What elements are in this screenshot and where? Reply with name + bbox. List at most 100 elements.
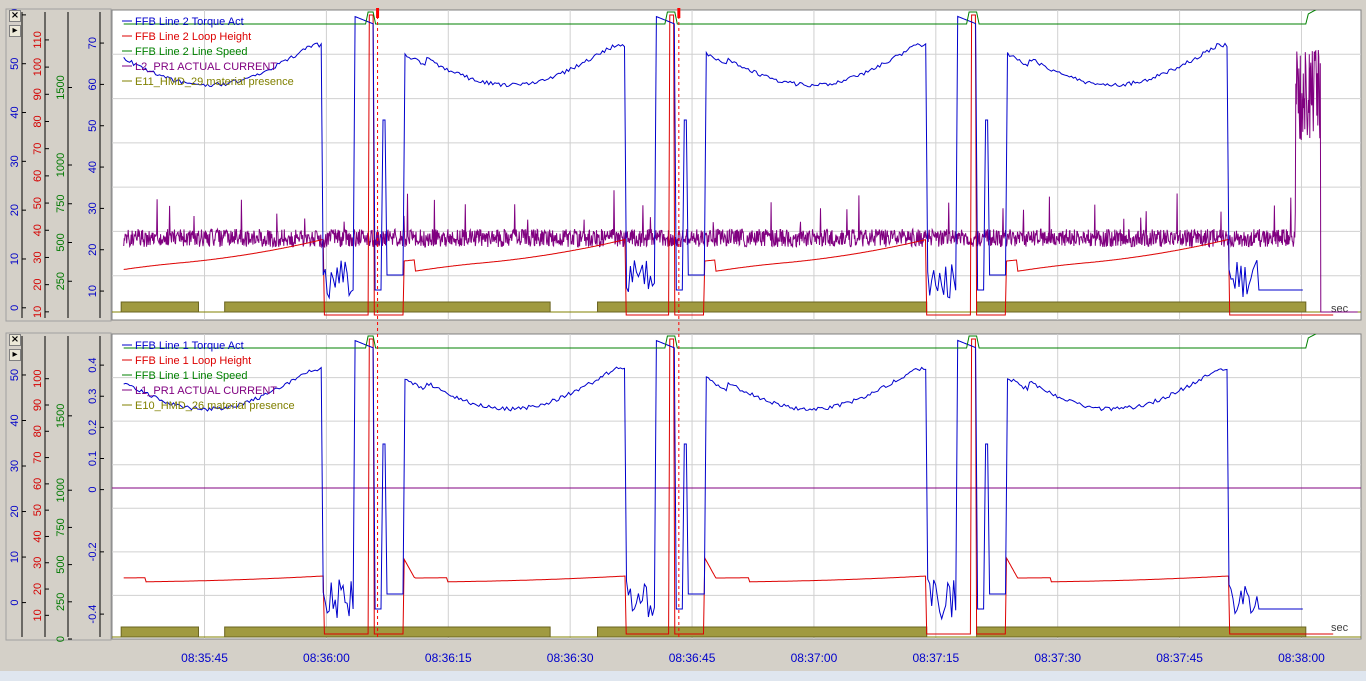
axis-tick-label: 80 — [32, 425, 44, 437]
axis-gutter-2 — [5, 332, 112, 641]
axis-tick-label: 40 — [9, 106, 21, 118]
close-panel-1-button[interactable]: × — [9, 10, 21, 22]
presence-segment — [120, 301, 199, 313]
axis-tick-label: 30 — [9, 155, 21, 167]
axis-tick-label: 30 — [32, 251, 44, 263]
axis-tick-label: 20 — [9, 505, 21, 517]
axis-tick-label: 20 — [9, 204, 21, 216]
series-group-2 — [112, 334, 1361, 635]
axis-tick-label: 0.1 — [87, 451, 99, 466]
legend-entry: FFB Line 2 Loop Height — [135, 31, 251, 43]
axis-tick-label: 10 — [87, 285, 99, 297]
axis-tick-label: 40 — [32, 224, 44, 236]
axis-tick-label: 1000 — [55, 478, 67, 502]
axis-gutter-1 — [5, 8, 112, 322]
axis-tick-label: 750 — [55, 518, 67, 536]
legend-entry: E11_HMD_29 material presence — [135, 76, 294, 88]
axis-tick-label: 0.3 — [87, 389, 99, 404]
status-bar — [0, 671, 1366, 681]
legend-entry: FFB Line 1 Loop Height — [135, 355, 251, 367]
axis-tick-label: 70 — [32, 143, 44, 155]
axis-tick-label: 70 — [32, 451, 44, 463]
presence-segment — [597, 626, 928, 638]
time-tick-label: 08:37:30 — [1034, 651, 1081, 665]
presence-segment — [120, 626, 199, 638]
axis-tick-label: 500 — [55, 233, 67, 251]
axis-tick-label: 50 — [9, 58, 21, 70]
legend-entry: FFB Line 2 Line Speed — [135, 46, 248, 58]
time-tick-label: 08:36:00 — [303, 651, 350, 665]
axis-tick-label: 40 — [32, 530, 44, 542]
axis-tick-label: -0.4 — [87, 605, 99, 624]
legend-entry: E10_HMD_26 material presence — [135, 400, 295, 412]
axis-tick-label: 60 — [32, 478, 44, 490]
x-unit-label: sec — [1331, 622, 1349, 634]
presence-segment — [224, 626, 551, 638]
time-tick-label: 08:37:00 — [791, 651, 838, 665]
axis-tick-label: 500 — [55, 555, 67, 573]
axis-tick-label: 100 — [32, 58, 44, 76]
legend-entry: L2_PR1 ACTUAL CURRENT — [135, 61, 277, 73]
axis-tick-label: 0 — [9, 600, 21, 606]
axis-tick-label: 20 — [32, 583, 44, 595]
presence-segment — [224, 301, 551, 313]
axis-tick-label: 1500 — [55, 404, 67, 428]
axis-tick-label: 750 — [55, 195, 67, 213]
axis-tick-label: 1500 — [55, 75, 67, 99]
presence-segment — [976, 301, 1307, 313]
axis-tick-label: 1000 — [55, 153, 67, 177]
axis-tick-label: 60 — [87, 78, 99, 90]
presence-segment — [976, 626, 1307, 638]
axis-tick-label: 60 — [32, 170, 44, 182]
expand-panel-2-button[interactable]: ▸ — [9, 349, 21, 361]
axis-tick-label: 50 — [32, 504, 44, 516]
series-line-torque — [123, 15, 1303, 300]
time-tick-label: 08:36:15 — [425, 651, 472, 665]
axis-tick-label: -0.2 — [87, 542, 99, 561]
time-tick-label: 08:35:45 — [181, 651, 228, 665]
axis-tick-label: 10 — [9, 253, 21, 265]
axis-tick-label: 10 — [32, 306, 44, 318]
series-line-current — [123, 49, 1358, 313]
axis-tick-label: 50 — [87, 120, 99, 132]
axis-tick-label: 250 — [55, 593, 67, 611]
axis-tick-label: 50 — [9, 369, 21, 381]
x-unit-label: sec — [1331, 303, 1349, 315]
axis-tick-label: 90 — [32, 88, 44, 100]
axis-tick-label: 40 — [87, 161, 99, 173]
time-tick-label: 08:38:00 — [1278, 651, 1325, 665]
close-panel-2-button[interactable]: × — [9, 334, 21, 346]
axis-tick-label: 40 — [9, 414, 21, 426]
legend-entry: FFB Line 2 Torque Act — [135, 16, 244, 28]
series-line-speed — [123, 10, 1317, 25]
axis-tick-label: 0 — [9, 305, 21, 311]
time-tick-label: 08:36:30 — [547, 651, 594, 665]
axis-tick-label: 70 — [87, 37, 99, 49]
axis-tick-label: 110 — [32, 31, 44, 49]
time-tick-label: 08:36:45 — [669, 651, 716, 665]
axis-tick-label: 30 — [32, 557, 44, 569]
axis-tick-label: 20 — [87, 244, 99, 256]
axis-tick-label: 10 — [9, 551, 21, 563]
series-line-loop-height — [123, 14, 1334, 316]
series-line-loop-height — [123, 338, 1334, 635]
legend-entry: L1_PR1 ACTUAL CURRENT — [135, 385, 277, 397]
expand-panel-1-button[interactable]: ▸ — [9, 25, 21, 37]
legend-entry: FFB Line 1 Torque Act — [135, 340, 244, 352]
time-tick-label: 08:37:15 — [912, 651, 959, 665]
axis-tick-label: 10 — [32, 609, 44, 621]
series-line-speed — [123, 334, 1317, 349]
series-line-torque — [123, 339, 1303, 621]
axis-tick-label: 80 — [32, 115, 44, 127]
plot-area-2 — [111, 333, 1362, 640]
legend-entry: FFB Line 1 Line Speed — [135, 370, 248, 382]
time-tick-label: 08:37:45 — [1156, 651, 1203, 665]
axis-tick-label: 0.2 — [87, 420, 99, 435]
axis-tick-label: 250 — [55, 272, 67, 290]
axis-tick-label: 0 — [55, 636, 67, 642]
axis-tick-label: 0.4 — [87, 357, 99, 372]
axis-tick-label: 0 — [87, 487, 99, 493]
axis-tick-label: 30 — [9, 460, 21, 472]
